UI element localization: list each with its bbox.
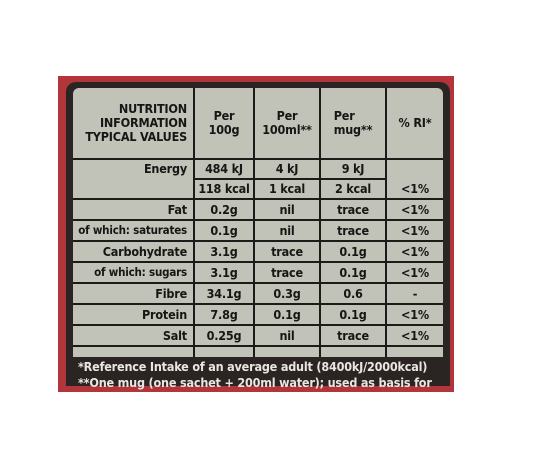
fat-per-mug: trace (337, 201, 369, 217)
header-label: NUTRITION INFORMATION TYPICAL VALUES (73, 88, 193, 158)
header-label-line-1: NUTRITION (118, 101, 187, 117)
row-divider-fat (73, 219, 443, 221)
salt-label: Salt (162, 327, 187, 343)
energy-kcal-100g: 118 kcal (198, 181, 250, 197)
header-per-100g-line-1: Per (213, 108, 235, 124)
row-divider-salt (73, 345, 443, 347)
header-per-100g: Per 100g (195, 88, 253, 158)
footnote-one-mug: **One mug (one sachet + 200ml water); us… (78, 375, 432, 390)
carbohydrate-label: Carbohydrate (102, 243, 187, 259)
sugars-per-100ml: trace (271, 264, 303, 280)
column-divider-3 (319, 88, 321, 357)
salt-per-100ml: nil (279, 327, 295, 343)
sugars-ri: <1% (401, 264, 429, 280)
protein-label: Protein (142, 306, 187, 322)
row-divider-energy (73, 198, 443, 200)
fat-label: Fat (167, 201, 188, 217)
row-divider-sugars (73, 282, 443, 284)
column-divider-2 (253, 88, 255, 357)
protein-ri: <1% (401, 306, 429, 322)
sugars-per-mug: 0.1g (339, 264, 367, 280)
header-per-mug-line-1: Per (333, 108, 355, 124)
nutrition-table: NUTRITION INFORMATION TYPICAL VALUES Per… (73, 88, 443, 357)
row-divider-energy-kj (193, 178, 385, 180)
row-divider-header (73, 158, 443, 160)
header-per-100ml-line-1: Per (276, 108, 298, 124)
saturates-label: of which: saturates (78, 223, 187, 238)
salt-per-100g: 0.25g (206, 327, 242, 343)
salt-ri: <1% (401, 327, 429, 343)
row-divider-carbohydrate (73, 261, 443, 263)
fibre-ri: - (412, 285, 418, 301)
nutrition-panel: NUTRITION INFORMATION TYPICAL VALUES Per… (66, 82, 450, 390)
protein-per-100g: 7.8g (210, 306, 238, 322)
protein-per-100ml: 0.1g (273, 306, 301, 322)
fat-per-100ml: nil (279, 201, 295, 217)
energy-kj-100ml: 4 kJ (275, 161, 299, 177)
header-per-mug-line-2: mug** (333, 122, 373, 137)
energy-kcal-mug: 2 kcal (334, 181, 372, 197)
header-label-line-2: INFORMATION (99, 115, 187, 131)
header-label-line-3: TYPICAL VALUES (85, 128, 187, 144)
row-divider-saturates (73, 240, 443, 242)
energy-kcal-100ml: 1 kcal (268, 181, 306, 197)
carbohydrate-ri: <1% (401, 243, 429, 259)
header-per-mug: Per mug** (321, 88, 385, 158)
header-per-100g-line-2: 100g (208, 122, 240, 137)
salt-per-mug: trace (337, 327, 369, 343)
fat-ri: <1% (401, 201, 429, 217)
row-divider-protein (73, 324, 443, 326)
column-divider-4 (385, 88, 387, 357)
column-divider-1 (193, 88, 195, 357)
energy-kj-100g: 484 kJ (205, 161, 243, 177)
carbohydrate-per-mug: 0.1g (339, 243, 367, 259)
fat-per-100g: 0.2g (210, 201, 238, 217)
fibre-per-100ml: 0.3g (273, 285, 301, 301)
row-divider-fibre (73, 303, 443, 305)
protein-per-mug: 0.1g (339, 306, 367, 322)
footnote-reference-intake: *Reference Intake of an average adult (8… (78, 359, 428, 374)
energy-ri: <1% (401, 181, 429, 197)
carbohydrate-per-100ml: trace (271, 243, 303, 259)
saturates-ri: <1% (401, 222, 429, 238)
header-ri: % RI* (398, 115, 432, 131)
energy-kj-mug: 9 kJ (341, 161, 365, 177)
sugars-per-100g: 3.1g (210, 264, 238, 280)
header-per-100ml: Per 100ml** (255, 88, 319, 158)
packaging-photo: NUTRITION INFORMATION TYPICAL VALUES Per… (58, 76, 454, 392)
fibre-label: Fibre (155, 285, 187, 301)
saturates-per-100g: 0.1g (210, 222, 238, 238)
fibre-per-mug: 0.6 (343, 285, 363, 301)
saturates-per-mug: trace (337, 222, 369, 238)
header-per-100ml-line-2: 100ml** (262, 122, 312, 137)
sugars-label: of which: sugars (94, 265, 187, 280)
energy-label: Energy (143, 161, 187, 177)
saturates-per-100ml: nil (279, 222, 295, 238)
carbohydrate-per-100g: 3.1g (210, 243, 238, 259)
fibre-per-100g: 34.1g (206, 285, 242, 301)
